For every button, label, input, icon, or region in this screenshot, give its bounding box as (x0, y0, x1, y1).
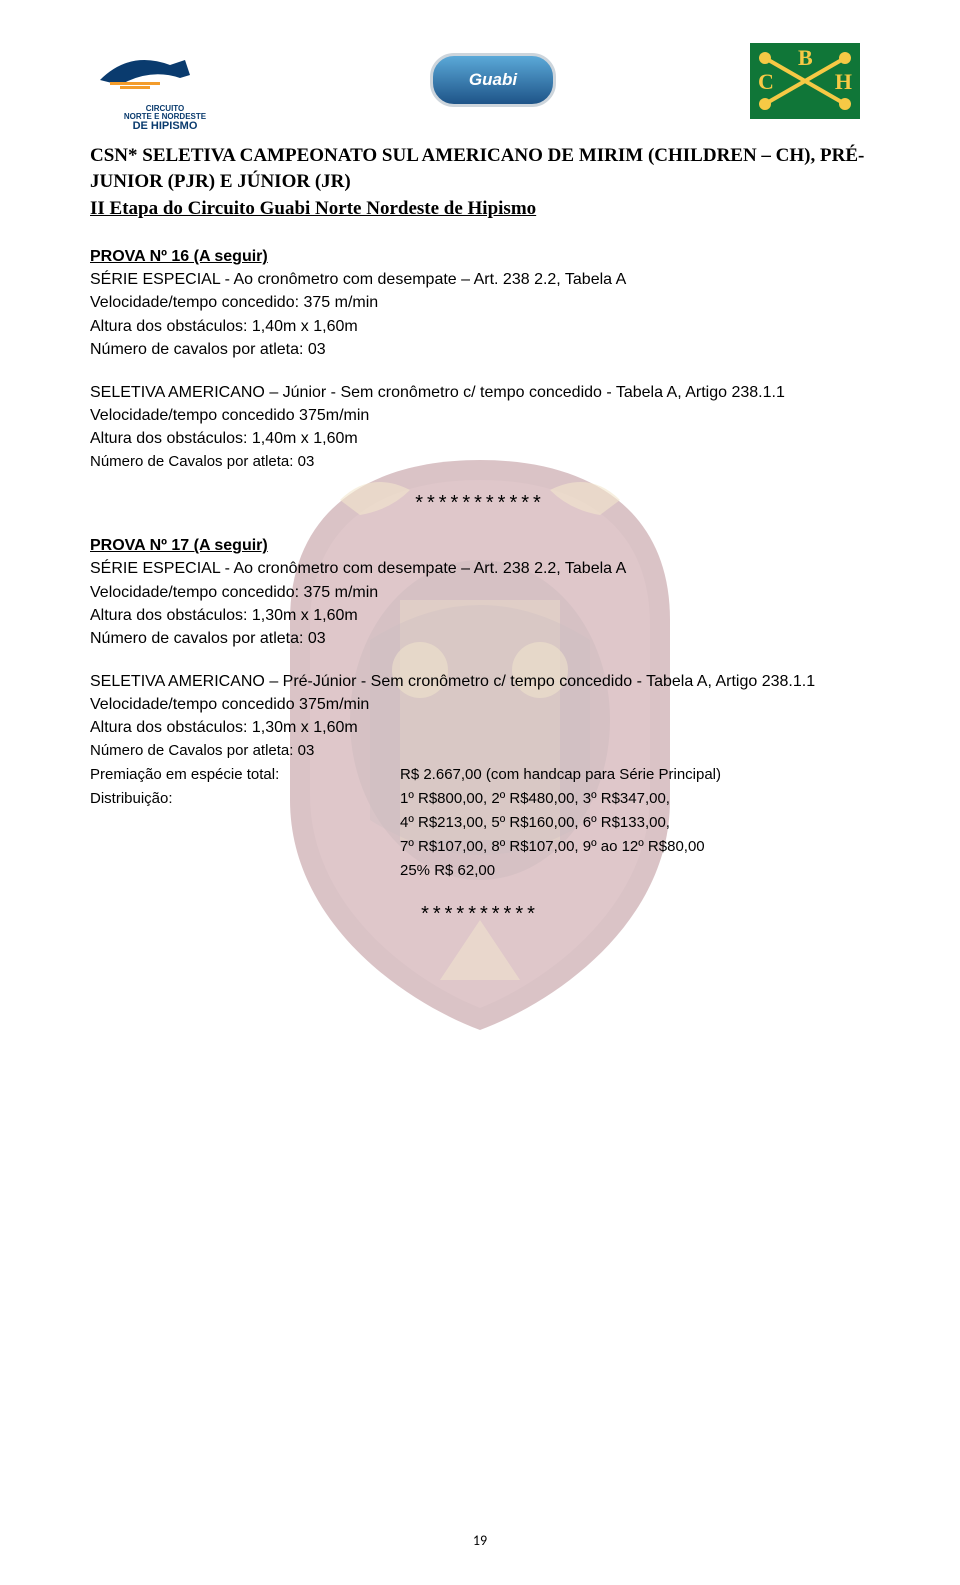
prova17-seletiva-title: SELETIVA AMERICANO – Pré-Júnior - Sem cr… (90, 670, 870, 693)
prova17-sel-numero: Número de Cavalos por atleta: 03 (90, 740, 870, 762)
logo-left-line3: DE HIPISMO (90, 121, 240, 132)
prova16-sel-velocidade: Velocidade/tempo concedido 375m/min (90, 404, 870, 427)
prova17-serie: SÉRIE ESPECIAL - Ao cronômetro com desem… (90, 557, 870, 580)
separator-1: *********** (90, 492, 870, 515)
distribuicao-line3: 7º R$107,00, 8º R$107,00, 9º ao 12º R$80… (400, 835, 870, 859)
cbh-letter-b: B (798, 45, 813, 71)
page-number: 19 (0, 1532, 960, 1549)
prova16-sel-altura: Altura dos obstáculos: 1,40m x 1,60m (90, 427, 870, 450)
distribuicao-line4: 25% R$ 62,00 (400, 859, 870, 883)
prova16-serie: SÉRIE ESPECIAL - Ao cronômetro com desem… (90, 268, 870, 291)
prova16-numero: Número de cavalos por atleta: 03 (90, 338, 870, 361)
title-main: CSN* SELETIVA CAMPEONATO SUL AMERICANO D… (90, 143, 870, 194)
prova17-block: PROVA Nº 17 (A seguir) SÉRIE ESPECIAL - … (90, 537, 870, 650)
premiacao-value: R$ 2.667,00 (com handcap para Série Prin… (400, 763, 870, 787)
distribuicao-line2: 4º R$213,00, 5º R$160,00, 6º R$133,00, (400, 811, 870, 835)
distribuicao-label: Distribuição: (90, 787, 400, 811)
prova17-indent-block: Número de Cavalos por atleta: 03 Premiaç… (90, 740, 870, 884)
logo-cbh: B C H (750, 43, 870, 123)
premiacao-label: Premiação em espécie total: (90, 763, 400, 787)
title-sub: II Etapa do Circuito Guabi Norte Nordest… (90, 198, 870, 220)
prova16-heading: PROVA Nº 16 (A seguir) (90, 248, 870, 266)
prova17-sel-altura: Altura dos obstáculos: 1,30m x 1,60m (90, 716, 870, 739)
prova16-block: PROVA Nº 16 (A seguir) SÉRIE ESPECIAL - … (90, 248, 870, 361)
logos-row: CIRCUITO NORTE E NORDESTE DE HIPISMO Gua… (90, 40, 870, 125)
cbh-letter-h: H (835, 69, 852, 95)
prova17-velocidade: Velocidade/tempo concedido: 375 m/min (90, 581, 870, 604)
prova17-numero: Número de cavalos por atleta: 03 (90, 627, 870, 650)
prova16-seletiva-title: SELETIVA AMERICANO – Júnior - Sem cronôm… (90, 381, 870, 404)
prova17-seletiva-block: SELETIVA AMERICANO – Pré-Júnior - Sem cr… (90, 670, 870, 883)
separator-2: ********** (90, 903, 870, 926)
prova16-altura: Altura dos obstáculos: 1,40m x 1,60m (90, 315, 870, 338)
prova17-heading: PROVA Nº 17 (A seguir) (90, 537, 870, 555)
prova16-seletiva-block: SELETIVA AMERICANO – Júnior - Sem cronôm… (90, 381, 870, 472)
prova16-sel-numero: Número de Cavalos por atleta: 03 (90, 451, 870, 473)
cbh-letter-c: C (758, 69, 774, 95)
distribuicao-line1: 1º R$800,00, 2º R$480,00, 3º R$347,00, (400, 787, 870, 811)
logo-guabi: Guabi (430, 53, 560, 113)
prova16-velocidade: Velocidade/tempo concedido: 375 m/min (90, 291, 870, 314)
logo-circuito: CIRCUITO NORTE E NORDESTE DE HIPISMO (90, 40, 240, 125)
prova17-altura: Altura dos obstáculos: 1,30m x 1,60m (90, 604, 870, 627)
logo-guabi-text: Guabi (469, 70, 517, 90)
prova17-sel-velocidade: Velocidade/tempo concedido 375m/min (90, 693, 870, 716)
